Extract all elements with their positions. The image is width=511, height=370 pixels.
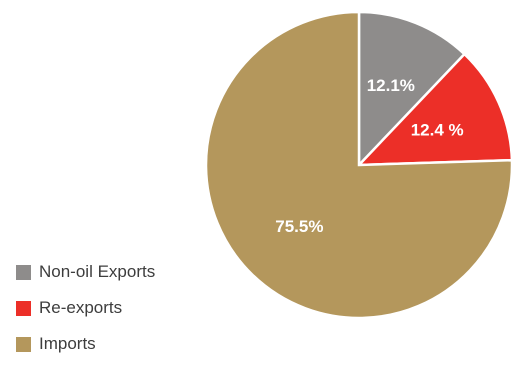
- pie-slice-non-oil-exports: [357, 10, 467, 169]
- legend-item-imports: Imports: [16, 334, 155, 354]
- pie-slice-labels: 12.1% 12.4 % 75.5%: [275, 76, 463, 236]
- slice-label-re-exports: 12.4 %: [411, 120, 464, 139]
- pie-slices: [204, 10, 511, 320]
- pie-slice-imports: [204, 10, 511, 320]
- legend-item-re-exports: Re-exports: [16, 298, 155, 318]
- legend-label-non-oil-exports: Non-oil Exports: [39, 262, 156, 281]
- legend-label-re-exports: Re-exports: [39, 298, 123, 317]
- slice-label-imports: 75.5%: [275, 217, 323, 236]
- pie-slice-re-exports: [355, 52, 511, 167]
- chart-legend: Non-oil Exports Re-exports Imports: [16, 262, 155, 370]
- legend-swatch-non-oil-exports: [16, 264, 31, 280]
- slice-label-non-oil-exports: 12.1%: [367, 76, 415, 95]
- legend-swatch-imports: [16, 336, 31, 352]
- legend-label-imports: Imports: [39, 334, 96, 353]
- legend-swatch-re-exports: [16, 300, 31, 316]
- legend-item-non-oil-exports: Non-oil Exports: [16, 262, 155, 282]
